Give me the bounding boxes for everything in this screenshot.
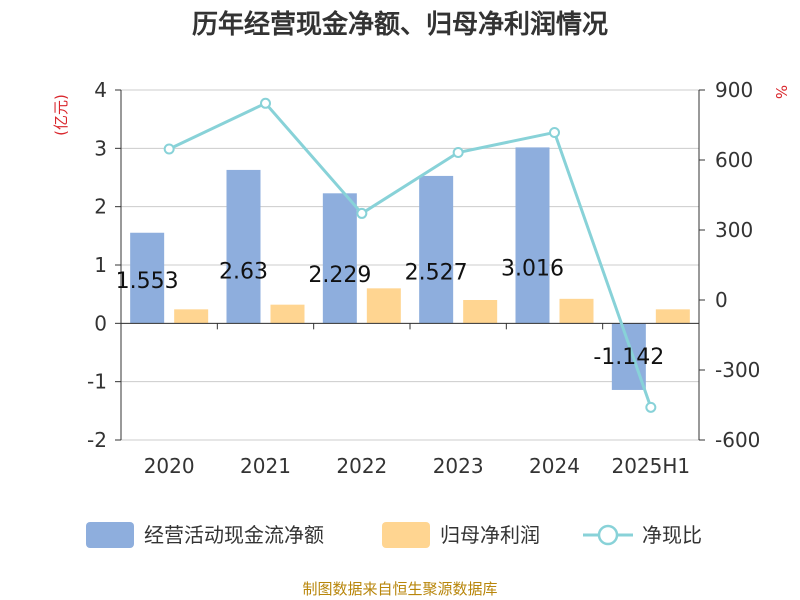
bars [130,147,690,390]
net-cash-ratio-point [645,401,657,413]
chart-title: 历年经营现金净额、归母净利润情况 [192,9,608,40]
legend: 经营活动现金流净额 归母净利润 净现比 [86,522,702,548]
right-tick-label: 600 [715,148,753,172]
net-profit-bar [366,288,401,324]
legend-swatch-net-profit [382,522,430,548]
net-profit-bar [559,298,594,324]
legend-label-net-profit: 归母净利润 [440,523,540,547]
x-tick-label: 2024 [529,454,580,478]
right-tick-label: 300 [715,218,753,242]
cash-flow-data-label: -1.142 [593,345,664,370]
legend-swatch-operating-cash-flow [86,522,134,548]
operating-cash-flow-bar [419,175,454,324]
tick-labels: -2 -1 0 1 2 3 4 -600 -300 0 300 600 900 2020 2021 2022 2… [87,78,760,478]
net-cash-ratio-point [163,143,175,155]
legend-label-net-cash-ratio: 净现比 [642,523,702,547]
net-cash-ratio-point [452,147,464,159]
net-profit-bar [463,300,498,324]
x-tick-label: 2022 [336,454,387,478]
left-tick-label: 4 [94,78,107,102]
right-tick-label: -600 [715,428,760,452]
operating-cash-flow-bar [226,169,261,324]
left-axis-unit: (亿元) [52,94,70,136]
operating-cash-flow-bar [130,232,165,324]
source-note: 制图数据来自恒生聚源数据库 [302,580,497,598]
x-tick-label: 2023 [433,454,484,478]
left-tick-label: 0 [94,311,107,335]
operating-cash-flow-bar [515,147,550,324]
net-cash-ratio-point [549,126,560,138]
x-tick-label: 2021 [240,454,291,478]
net-cash-ratio-point [260,97,271,109]
net-profit-bar [270,304,305,324]
cash-flow-data-label: 2.527 [405,261,468,286]
left-tick-label: 2 [94,195,107,219]
operating-cash-flow-bar [322,193,357,324]
right-tick-label: 900 [715,78,753,102]
data-labels: 1.553 2.63 2.229 2.527 3.016 -1.142 [116,256,665,370]
cash-flow-data-label: 2.229 [308,263,371,288]
right-tick-label: -300 [715,358,760,382]
left-tick-label: -1 [87,370,107,394]
net-profit-bar [174,309,209,324]
net-cash-ratio-line [163,97,657,413]
x-tick-label: 2020 [144,454,195,478]
cash-flow-data-label: 2.63 [219,260,268,285]
axes [115,89,705,441]
x-tick-label: 2025H1 [611,454,690,478]
left-tick-label: 1 [94,253,107,277]
right-axis-unit: % [772,85,790,99]
left-tick-label: -2 [87,428,107,452]
right-tick-label: 0 [715,288,728,312]
left-tick-label: 3 [94,136,107,160]
cash-flow-data-label: 1.553 [116,269,179,294]
net-cash-ratio-point [356,207,368,219]
cash-flow-data-label: 3.016 [501,256,564,281]
net-cash-ratio-path [168,101,653,408]
net-profit-bar [655,309,690,324]
legend-marker-net-cash-ratio [597,524,619,546]
legend-label-operating-cash-flow: 经营活动现金流净额 [144,523,324,547]
